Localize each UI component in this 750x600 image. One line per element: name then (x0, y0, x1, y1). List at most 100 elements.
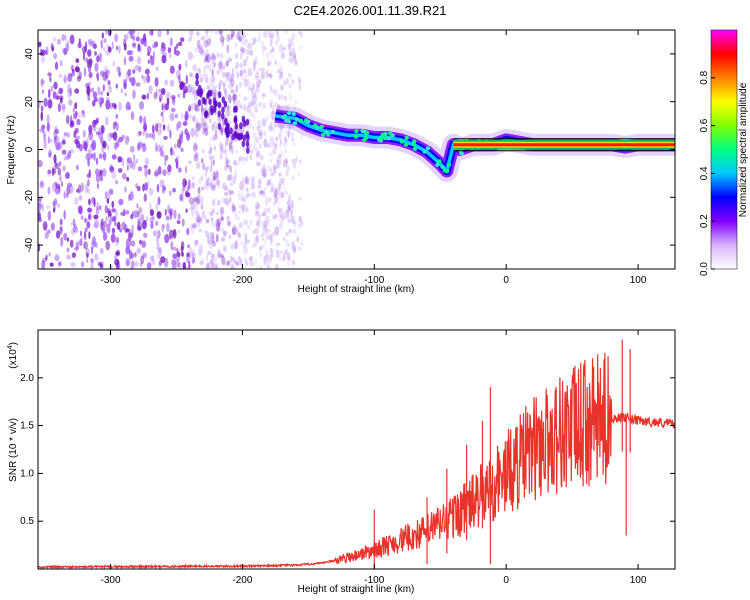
noise-speckle (59, 225, 63, 235)
noise-speckle (123, 78, 127, 87)
noise-speckle (211, 184, 216, 191)
noise-speckle (244, 204, 249, 210)
noise-speckle (106, 44, 110, 49)
noise-speckle (94, 51, 97, 56)
noise-speckle-light (287, 213, 290, 219)
noise-speckle (270, 53, 274, 58)
noise-speckle-light (262, 102, 266, 110)
noise-speckle (155, 235, 160, 243)
noise-speckle (262, 168, 268, 178)
noise-speckle (109, 211, 112, 216)
ridge-blob (383, 136, 388, 141)
noise-speckle (61, 47, 67, 54)
noise-speckle (239, 69, 243, 77)
noise-speckle (138, 65, 142, 73)
noise-speckle-light (243, 59, 248, 67)
noise-speckle (212, 74, 215, 84)
noise-speckle (224, 141, 227, 152)
noise-speckle (252, 93, 258, 104)
noise-speckle (128, 55, 134, 62)
noise-speckle (234, 212, 238, 220)
noise-speckle (286, 205, 291, 213)
noise-speckle (195, 162, 201, 170)
noise-speckle-light (275, 30, 280, 35)
noise-speckle-light (212, 54, 217, 61)
noise-speckle (229, 190, 235, 195)
noise-speckle-light (273, 190, 278, 197)
streak-speckle (245, 118, 250, 126)
noise-speckle-light (239, 36, 242, 41)
noise-speckle-light (191, 86, 195, 91)
noise-speckle (161, 55, 167, 64)
noise-speckle-light (240, 196, 245, 202)
noise-speckle-light (246, 225, 251, 229)
noise-speckle (217, 222, 221, 232)
noise-speckle (280, 93, 284, 100)
ridge-blob (412, 146, 418, 151)
noise-speckle (249, 260, 254, 267)
noise-speckle-light (269, 102, 273, 109)
noise-speckle-light (205, 64, 210, 69)
noise-speckle (118, 101, 122, 111)
noise-speckle (111, 200, 115, 208)
streak-speckle (245, 131, 249, 139)
noise-speckle (170, 107, 176, 112)
noise-speckle-light (221, 197, 225, 204)
noise-speckle-light (295, 155, 298, 162)
noise-speckle (40, 111, 44, 122)
noise-speckle-light (209, 245, 213, 250)
colorbar-tick-label: 0.0 (699, 262, 710, 276)
noise-speckle (199, 46, 204, 57)
noise-speckle (142, 41, 146, 46)
noise-speckle (169, 65, 175, 75)
noise-speckle-light (228, 166, 232, 173)
noise-speckle (278, 209, 284, 219)
noise-speckle (51, 166, 55, 177)
noise-speckle (137, 185, 141, 192)
noise-speckle (38, 213, 42, 221)
noise-speckle-light (281, 177, 285, 185)
noise-speckle-light (194, 208, 199, 214)
noise-speckle (54, 159, 58, 168)
snr-panel: -300 -200 -100 0 100 0.5 1.0 1.5 2.0 Height of … (7, 329, 676, 595)
noise-speckle (243, 103, 246, 112)
noise-speckle (206, 177, 210, 187)
streak-speckle (224, 118, 228, 125)
noise-speckle (219, 143, 224, 153)
noise-speckle-light (278, 207, 283, 212)
noise-speckle (267, 254, 273, 260)
noise-speckle-light (239, 52, 243, 60)
noise-speckle (269, 49, 273, 54)
noise-speckle (265, 234, 271, 241)
noise-speckle (146, 74, 151, 84)
noise-speckle (202, 117, 207, 126)
noise-speckle (85, 247, 90, 258)
noise-speckle (282, 158, 288, 168)
noise-speckle-light (277, 154, 281, 159)
noise-speckle (169, 112, 175, 122)
noise-speckle (106, 92, 110, 97)
noise-speckle (288, 227, 294, 233)
streak-speckle (201, 97, 206, 104)
noise-speckle (84, 227, 88, 232)
noise-speckle-light (300, 242, 304, 246)
noise-speckle-light (197, 222, 200, 228)
noise-speckle (284, 129, 289, 136)
ridge-blob (294, 117, 300, 122)
noise-speckle-light (287, 56, 291, 63)
noise-speckle-light (244, 180, 249, 184)
noise-speckle (169, 189, 172, 197)
spectrogram-noise (38, 30, 304, 269)
noise-speckle (93, 241, 97, 248)
noise-speckle (102, 152, 107, 161)
noise-speckle-light (221, 256, 225, 264)
noise-speckle (67, 132, 70, 138)
noise-speckle (90, 258, 94, 264)
noise-speckle (170, 145, 173, 153)
noise-speckle (213, 92, 216, 99)
noise-speckle (230, 144, 234, 155)
snr-multiplier-text: (x104) (7, 342, 19, 369)
noise-speckle (38, 41, 42, 47)
noise-speckle (111, 217, 116, 222)
noise-speckle-light (232, 261, 237, 265)
